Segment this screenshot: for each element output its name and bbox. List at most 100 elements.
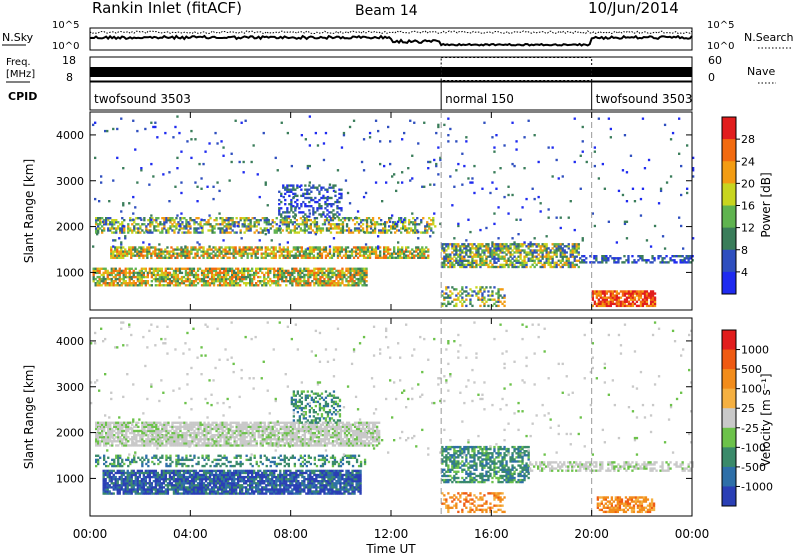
heatmap-cell: [117, 434, 119, 436]
heatmap-cell: [282, 434, 284, 436]
heatmap-cell: [115, 440, 117, 442]
heatmap-cell: [317, 270, 319, 272]
heatmap-cell: [121, 227, 123, 229]
heatmap-cell: [167, 422, 169, 424]
heatmap-cell: [310, 231, 312, 233]
heatmap-cell: [215, 434, 217, 436]
heatmap-cell: [345, 280, 347, 282]
heatmap-cell: [164, 248, 166, 250]
heatmap-cell: [445, 260, 447, 262]
heatmap-cell: [388, 229, 390, 231]
heatmap-cell: [463, 290, 465, 292]
heatmap-cell: [169, 278, 171, 280]
heatmap-cell: [139, 270, 141, 272]
heatmap-cell: [383, 246, 385, 248]
heatmap-cell: [471, 247, 473, 249]
heatmap-cell: [296, 195, 298, 197]
heatmap-cell: [558, 260, 560, 262]
heatmap-cell: [338, 193, 340, 195]
heatmap-cell: [205, 274, 207, 276]
heatmap-cell: [640, 292, 642, 294]
heatmap-cell: [326, 213, 328, 215]
heatmap-cell: [270, 422, 272, 424]
heatmap-cell: [203, 442, 205, 444]
heatmap-cell: [202, 257, 204, 259]
heatmap-cell: [378, 217, 380, 219]
heatmap-cell: [675, 261, 677, 263]
heatmap-cell: [515, 243, 517, 245]
heatmap-cell: [243, 282, 245, 284]
heatmap-cell: [373, 253, 375, 255]
heatmap-cell: [471, 243, 473, 245]
heatmap-cell: [167, 284, 169, 286]
heatmap-cell: [311, 280, 313, 282]
freq-label: Freq.: [6, 57, 31, 68]
heatmap-cell: [204, 253, 206, 255]
heatmap-cell: [320, 215, 322, 217]
heatmap-cell: [651, 257, 653, 259]
heatmap-cell: [299, 276, 301, 278]
heatmap-cell: [542, 253, 544, 255]
heatmap-cell: [211, 268, 213, 270]
heatmap-cell: [323, 159, 325, 161]
heatmap-cell: [321, 253, 323, 255]
heatmap-cell: [177, 426, 179, 428]
heatmap-cell: [133, 284, 135, 286]
heatmap-cell: [289, 276, 291, 278]
heatmap-cell: [235, 280, 237, 282]
heatmap-cell: [449, 260, 451, 262]
heatmap-cell: [631, 261, 633, 263]
heatmap-cell: [646, 301, 648, 303]
heatmap-cell: [367, 255, 369, 257]
heatmap-cell: [181, 438, 183, 440]
heatmap-cell: [248, 424, 250, 426]
heatmap-cell: [358, 231, 360, 233]
heatmap-cell: [175, 223, 177, 225]
heatmap-cell: [370, 225, 372, 227]
heatmap-cell: [181, 272, 183, 274]
heatmap-cell: [192, 246, 194, 248]
heatmap-cell: [316, 207, 318, 209]
heatmap-cell: [306, 205, 308, 207]
heatmap-cell: [389, 248, 391, 250]
heatmap-cell: [457, 223, 459, 225]
heatmap-cell: [433, 159, 435, 161]
heatmap-cell: [137, 444, 139, 446]
heatmap-cell: [287, 246, 289, 248]
heatmap-cell: [459, 301, 461, 303]
heatmap-cell: [323, 268, 325, 270]
heatmap-cell: [327, 284, 329, 286]
heatmap-cell: [298, 207, 300, 209]
heatmap-cell: [606, 303, 608, 305]
heatmap-cell: [121, 426, 123, 428]
heatmap-cell: [265, 257, 267, 259]
heatmap-cell: [292, 193, 294, 195]
heatmap-cell: [336, 205, 338, 207]
heatmap-cell: [218, 248, 220, 250]
heatmap-cell: [263, 132, 265, 134]
heatmap-cell: [364, 219, 366, 221]
heatmap-cell: [546, 256, 548, 258]
heatmap-cell: [663, 257, 665, 259]
heatmap-cell: [540, 202, 542, 204]
heatmap-cell: [583, 261, 585, 263]
heatmap-cell: [286, 225, 288, 227]
heatmap-cell: [165, 442, 167, 444]
heatmap-cell: [290, 184, 292, 186]
heatmap-cell: [93, 276, 95, 278]
heatmap-cell: [216, 142, 218, 144]
heatmap-cell: [143, 432, 145, 434]
heatmap-cell: [186, 246, 188, 248]
heatmap-cell: [121, 438, 123, 440]
heatmap-cell: [123, 444, 125, 446]
heatmap-cell: [165, 284, 167, 286]
heatmap-cell: [207, 426, 209, 428]
heatmap-cell: [213, 442, 215, 444]
heatmap-cell: [105, 426, 107, 428]
heatmap-cell: [333, 268, 335, 270]
heatmap-cell: [261, 253, 263, 255]
heatmap-cell: [219, 284, 221, 286]
heatmap-cell: [145, 284, 147, 286]
heatmap-cell: [385, 248, 387, 250]
heatmap-cell: [377, 257, 379, 259]
